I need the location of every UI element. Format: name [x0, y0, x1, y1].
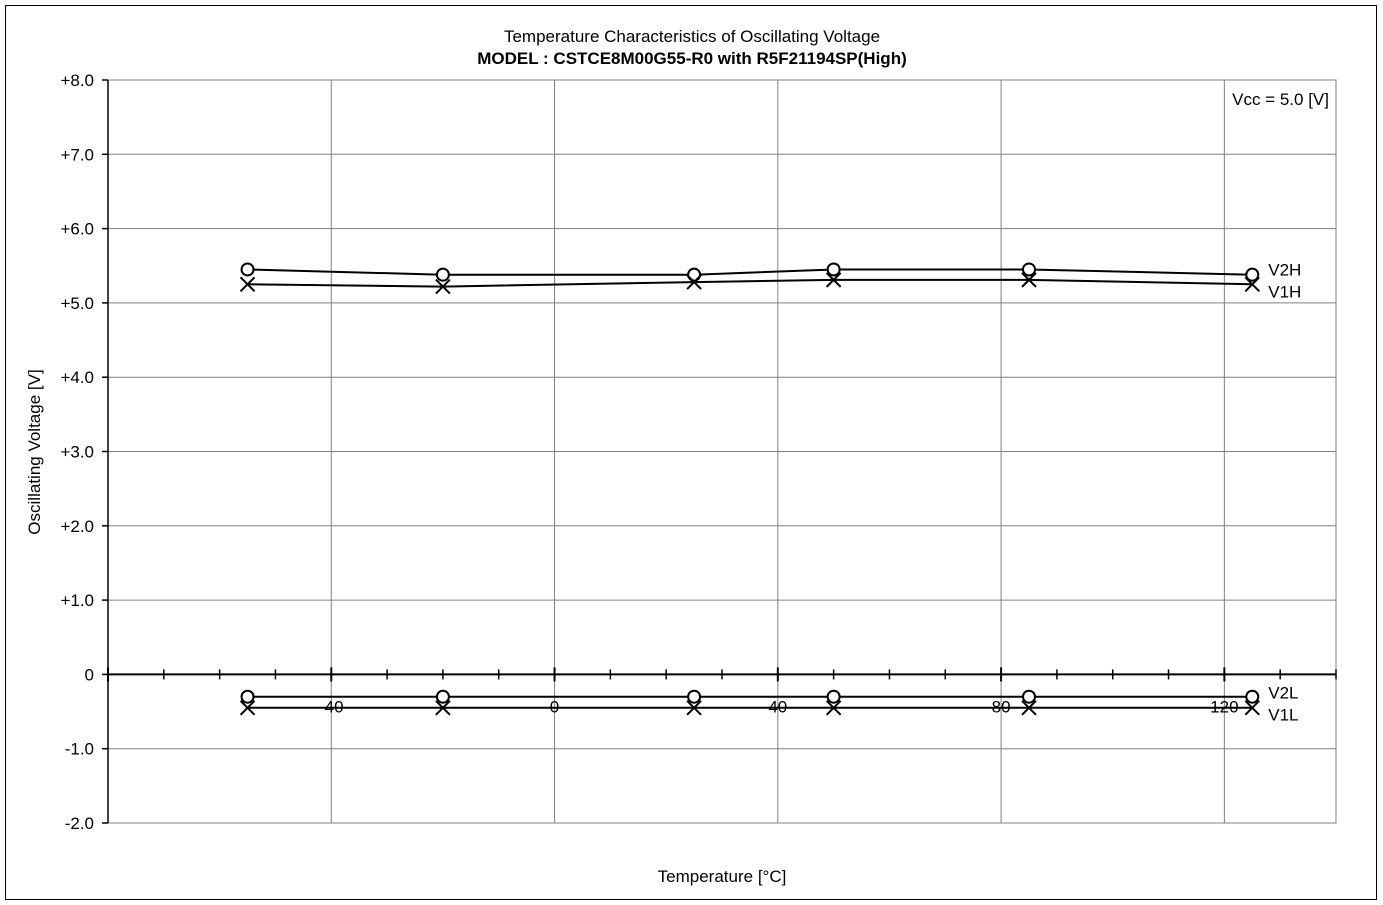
point-v1l [435, 700, 451, 716]
series-label-v1l: V1L [1268, 705, 1298, 724]
y-tick-label: +4.0 [60, 368, 94, 387]
y-tick-label: +2.0 [60, 517, 94, 536]
point-v1l [239, 700, 256, 716]
point-v1h [1244, 276, 1260, 293]
point-v1l [686, 700, 702, 716]
point-v2l [1245, 689, 1260, 704]
x-axis-label: Temperature [°C] [658, 867, 787, 886]
y-tick-label: +6.0 [60, 220, 94, 239]
point-v2h [826, 262, 841, 277]
point-v2l [240, 689, 255, 704]
y-tick-label: +8.0 [60, 71, 94, 90]
point-v1h [686, 274, 702, 290]
point-v2h [240, 262, 255, 277]
y-tick-label: 0 [85, 665, 94, 684]
chart-subtitle: MODEL : CSTCE8M00G55-R0 with R5F21194SP(… [477, 49, 907, 68]
series-line-v2h [247, 268, 1253, 276]
chart-title: Temperature Characteristics of Oscillati… [504, 27, 880, 46]
point-v2h [1022, 262, 1036, 277]
point-v1h [1021, 272, 1037, 288]
point-v2l [687, 689, 702, 704]
point-v1h [435, 278, 451, 295]
point-v2h [1245, 267, 1260, 282]
series-line-v1h [247, 278, 1253, 288]
point-v1l [1021, 700, 1037, 716]
point-v1h [239, 276, 256, 293]
y-tick-label: +1.0 [60, 591, 94, 610]
point-v1l [825, 700, 842, 716]
point-v1l [1244, 700, 1260, 716]
point-v2l [826, 689, 841, 704]
point-v2l [435, 689, 450, 704]
axes: -2.0 -1.0 0 +1.0 +2.0 +3.0 +4.0 +5.0 +6.0 +7.0 +8.… [60, 71, 1337, 833]
y-tick-label: +5.0 [60, 294, 94, 313]
y-tick-label: -2.0 [65, 814, 94, 833]
point-v2l [1022, 689, 1036, 704]
grid [107, 79, 1337, 824]
y-tick-label: -1.0 [65, 740, 94, 759]
y-tick-label: +3.0 [60, 443, 94, 462]
point-v2h [435, 267, 450, 282]
y-tick-label: +7.0 [60, 145, 94, 164]
series-group: V2H V1H V2L V1L [239, 260, 1301, 724]
y-axis-label: Oscillating Voltage [V] [25, 369, 44, 534]
series-label-v1h: V1H [1268, 282, 1301, 301]
chart-annotation: Vcc = 5.0 [V] [1232, 90, 1329, 109]
series-label-v2h: V2H [1268, 260, 1301, 279]
point-v2h [687, 267, 702, 282]
point-v1h [825, 272, 842, 288]
series-label-v2l: V2L [1268, 683, 1298, 702]
